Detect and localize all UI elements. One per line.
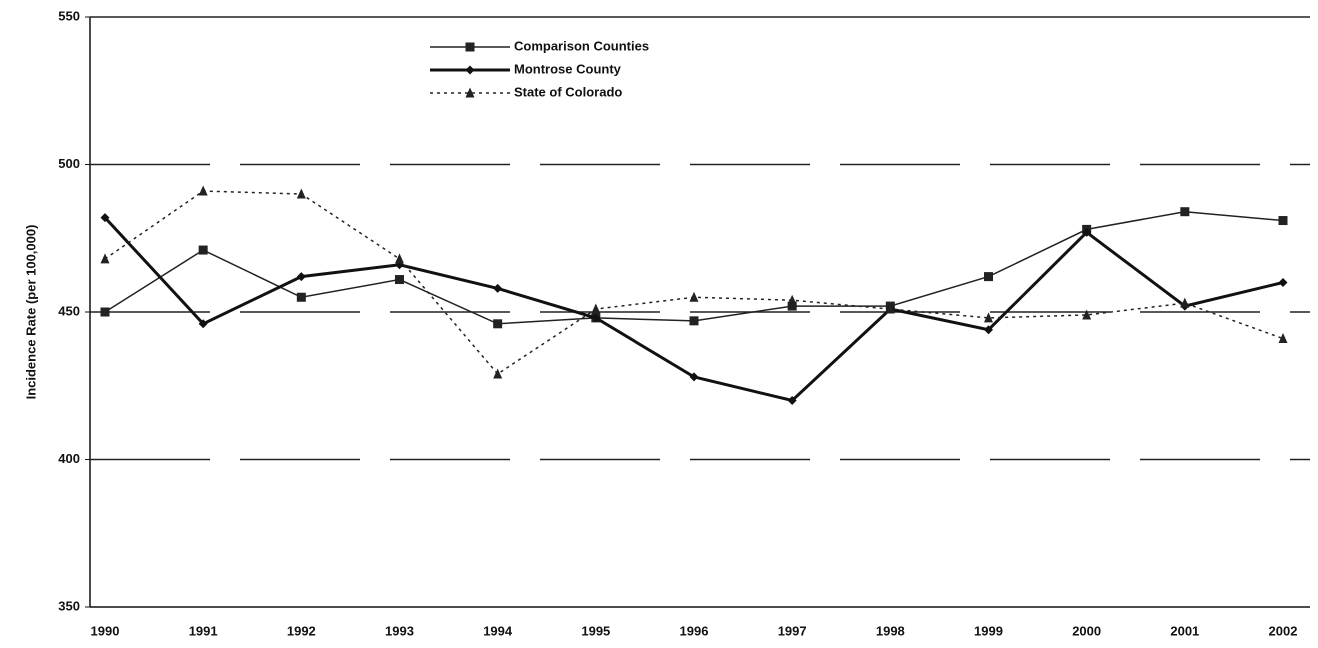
data-point: [787, 301, 797, 311]
data-point: [984, 325, 993, 335]
x-tick-label: 2002: [1269, 623, 1298, 638]
data-point: [296, 188, 306, 199]
data-point: [198, 185, 208, 196]
data-point: [885, 303, 895, 314]
legend-label: Comparison Counties: [514, 38, 649, 53]
x-tick-label: 1995: [581, 623, 610, 638]
data-point: [1278, 216, 1288, 226]
data-point: [395, 253, 404, 264]
data-point: [198, 245, 208, 255]
data-point: [198, 319, 208, 329]
data-point: [591, 303, 601, 314]
data-point: [689, 372, 699, 382]
y-tick-label: 350: [58, 598, 80, 613]
data-point: [591, 313, 601, 323]
x-tick-label: 2001: [1170, 623, 1199, 638]
data-point: [1180, 207, 1190, 217]
data-point: [689, 316, 699, 326]
legend-label: State of Colorado: [514, 84, 622, 99]
data-point: [787, 396, 797, 405]
x-tick-label: 1993: [385, 623, 414, 638]
series-line: [104, 190, 1284, 375]
data-point: [296, 272, 306, 282]
data-point: [395, 275, 404, 285]
data-point: [493, 283, 503, 293]
data-point: [100, 213, 110, 223]
data-point: [1278, 333, 1288, 344]
data-point: [984, 272, 993, 282]
legend-marker: [465, 87, 475, 98]
y-tick-label: 450: [58, 303, 80, 318]
series-line: [104, 210, 1284, 325]
x-tick-label: 1999: [974, 623, 1003, 638]
data-point: [493, 319, 503, 329]
data-point: [1180, 297, 1190, 308]
data-point: [1082, 309, 1092, 320]
data-point: [689, 291, 699, 302]
y-tick-label: 400: [58, 451, 80, 466]
x-tick-label: 1991: [189, 623, 218, 638]
x-tick-label: 2000: [1072, 623, 1101, 638]
y-tick-label: 500: [58, 156, 80, 171]
data-point: [1082, 227, 1092, 237]
data-point: [984, 312, 993, 323]
x-tick-label: 1998: [876, 623, 905, 638]
data-point: [493, 368, 503, 379]
data-point: [787, 294, 797, 305]
x-tick-label: 1996: [680, 623, 709, 638]
data-point: [1278, 278, 1288, 287]
data-point: [100, 307, 110, 317]
legend-marker: [465, 65, 475, 75]
data-point: [296, 292, 306, 302]
legend-marker: [465, 42, 475, 52]
y-axis-label: Incidence Rate (per 100,000): [23, 225, 38, 400]
x-tick-label: 1992: [287, 623, 316, 638]
legend-label: Montrose County: [514, 61, 622, 76]
x-tick-label: 1990: [91, 623, 120, 638]
x-tick-label: 1994: [483, 623, 513, 638]
y-tick-label: 550: [58, 8, 80, 23]
x-tick-label: 1997: [778, 623, 807, 638]
data-point: [100, 253, 110, 264]
